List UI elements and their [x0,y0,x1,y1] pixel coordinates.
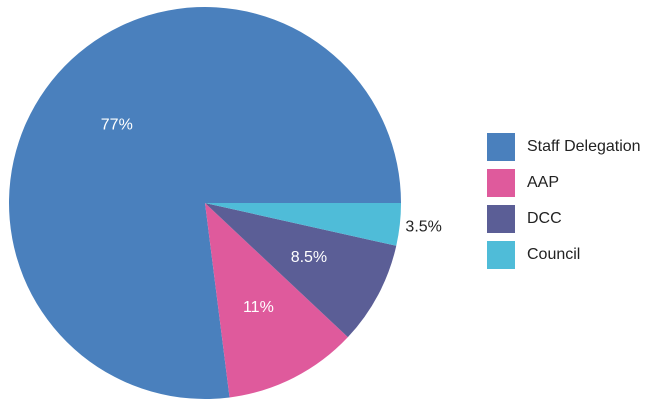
slice-label: 11% [243,299,274,316]
legend-swatch [487,241,515,269]
slice-label: 8.5% [291,249,327,266]
pie-slice [205,203,348,398]
legend-swatch [487,169,515,197]
legend-label: AAP [527,174,559,191]
legend-label: DCC [527,210,562,227]
slice-label: 3.5% [405,218,441,235]
pie-slice [205,203,397,338]
legend-swatch [487,133,515,161]
legend-label: Staff Delegation [527,138,641,155]
pie-slice [205,203,401,246]
slice-label: 77% [101,116,133,133]
legend-label: Council [527,246,580,263]
legend-swatch [487,205,515,233]
pie-slice [8,6,402,399]
